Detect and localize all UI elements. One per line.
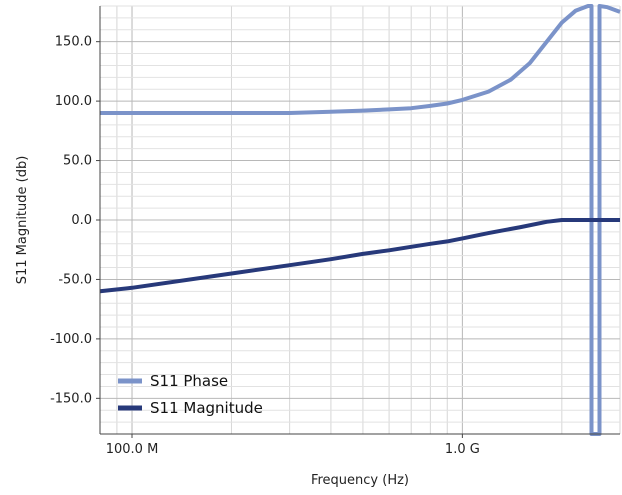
y-tick-label: 100.0 xyxy=(55,94,92,109)
series-line-magnitude xyxy=(99,218,620,294)
y-axis-title: S11 Magnitude (db) xyxy=(15,156,30,285)
y-tick-label: -50.0 xyxy=(58,272,92,287)
tick-labels: 150.0 100.0 50.0 0.0 -50.0 -100.0 -150.0 100.0 … xyxy=(50,35,480,457)
grid xyxy=(99,5,621,434)
x-axis-title: Frequency (Hz) xyxy=(311,473,409,488)
y-tick-label: -150.0 xyxy=(50,391,92,406)
y-tick-label: 150.0 xyxy=(55,35,92,50)
y-tick-label: -100.0 xyxy=(50,332,92,347)
legend-label-phase: S11 Phase xyxy=(150,372,228,390)
legend-label-magnitude: S11 Magnitude xyxy=(150,399,263,417)
x-tick-label: 1.0 G xyxy=(445,442,480,457)
legend: S11 Phase S11 Magnitude xyxy=(118,372,263,417)
x-tick-label: 100.0 M xyxy=(106,442,159,457)
y-tick-label: 0.0 xyxy=(71,213,92,228)
y-tick-label: 50.0 xyxy=(63,154,92,169)
